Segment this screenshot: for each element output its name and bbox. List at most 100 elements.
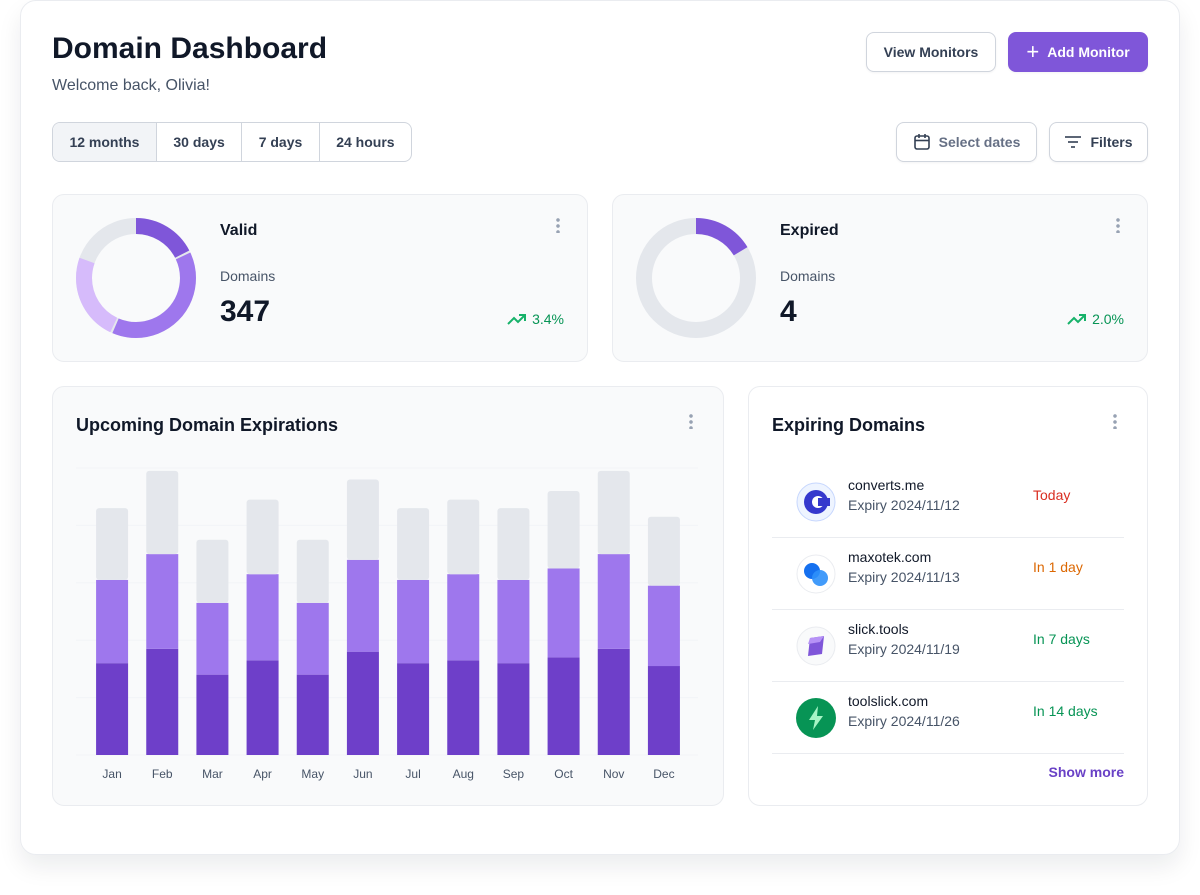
domain-logo	[796, 554, 836, 594]
donut	[76, 218, 196, 338]
bar-segment	[597, 470, 630, 555]
stat-card: Expired Domains 4 2.0%	[612, 194, 1148, 362]
bar-segment	[246, 499, 279, 575]
page-title: Domain Dashboard	[52, 32, 328, 65]
donut-segment	[76, 218, 196, 338]
bar-segment	[447, 574, 480, 661]
stat-change-value: 2.0%	[1092, 311, 1124, 327]
panel	[20, 0, 1180, 855]
domain-expiry: Expiry 2024/11/13	[848, 569, 960, 585]
bar-segment	[246, 660, 279, 755]
time-tab[interactable]: 30 days	[157, 123, 243, 161]
bar-segment	[397, 663, 430, 755]
bar-segment	[296, 602, 329, 675]
donut-segment	[76, 218, 196, 338]
bar-segment	[547, 490, 580, 569]
x-tick-label: Jun	[353, 767, 372, 781]
domain-name: toolslick.com	[848, 693, 929, 709]
time-tab[interactable]: 7 days	[242, 123, 320, 161]
stat-change: 2.0%	[1067, 311, 1124, 327]
plus-icon: +	[1026, 39, 1040, 64]
filter-icon	[1065, 136, 1082, 148]
expiring-card: Expiring Domains converts.me Expiry 2024/…	[748, 386, 1148, 806]
x-tick-label: Nov	[603, 767, 624, 781]
bar-segment	[497, 579, 530, 664]
x-tick-label: Apr	[253, 767, 272, 781]
bar-segment	[497, 663, 530, 755]
subtitle: Welcome back, Olivia!	[52, 77, 210, 94]
domain-expiry: Expiry 2024/11/12	[848, 497, 960, 513]
trend-icon	[1067, 314, 1087, 325]
bar-segment	[196, 674, 229, 755]
bar-segment	[246, 574, 279, 661]
select-dates-button[interactable]: Select dates	[896, 122, 1037, 162]
filters-button[interactable]: Filters	[1049, 122, 1148, 162]
bar-segment	[346, 559, 379, 652]
bar-segment	[146, 554, 179, 649]
bar-segment	[597, 648, 630, 755]
domain-expiry: Expiry 2024/11/19	[848, 641, 960, 657]
domain-status: In 14 days	[1033, 703, 1098, 719]
x-tick-label: Aug	[453, 767, 474, 781]
x-tick-label: Sep	[503, 767, 525, 781]
bar-segment	[447, 499, 480, 575]
button-label: Filters	[1090, 134, 1133, 150]
view-monitors-button[interactable]: View Monitors	[866, 32, 996, 72]
time-tab[interactable]: 24 hours	[336, 134, 395, 150]
menu-button[interactable]	[689, 413, 693, 429]
x-tick-label: Jan	[102, 767, 121, 781]
domain-name: converts.me	[848, 477, 925, 493]
domain-logo	[796, 482, 836, 522]
bar-segment	[647, 585, 680, 667]
bar-segment	[497, 508, 530, 580]
bar-segment	[597, 554, 630, 649]
bar-segment	[296, 674, 329, 755]
stat-value: 347	[220, 295, 271, 328]
time-tab[interactable]: 12 months	[53, 123, 157, 161]
trend-icon	[507, 314, 527, 325]
stat-card: Valid Domains 347 3.4%	[52, 194, 588, 362]
bar-segment	[647, 666, 680, 755]
button-label: Select dates	[938, 134, 1021, 150]
donut	[636, 218, 756, 338]
menu-button[interactable]	[556, 217, 560, 233]
x-tick-label: Mar	[202, 767, 223, 781]
menu-button[interactable]	[1116, 217, 1120, 233]
button-label: Add Monitor	[1047, 44, 1130, 60]
x-tick-label: Oct	[554, 767, 573, 781]
bar-segment	[397, 579, 430, 664]
x-tick-label: Jul	[405, 767, 420, 781]
bar-segment	[346, 651, 379, 755]
bar-segment	[547, 568, 580, 658]
add-monitor-button[interactable]: + Add Monitor	[1008, 32, 1148, 72]
domain-row: converts.me Expiry 2024/11/12 Today	[772, 466, 1124, 538]
menu-button[interactable]	[1113, 413, 1117, 429]
bar-segment	[146, 648, 179, 755]
donut-segment	[76, 218, 196, 338]
x-tick-label: Feb	[152, 767, 173, 781]
domain-name: slick.tools	[848, 621, 909, 637]
domain-row: slick.tools Expiry 2024/11/19 In 7 days	[772, 610, 1124, 682]
bar-segment	[146, 470, 179, 555]
stat-sublabel: Domains	[780, 268, 836, 284]
stat-change-value: 3.4%	[532, 311, 564, 327]
bar-segment	[647, 516, 680, 586]
list-title: Expiring Domains	[772, 415, 926, 435]
bar-segment	[196, 602, 229, 675]
domain-name: maxotek.com	[848, 549, 932, 565]
domain-expiry: Expiry 2024/11/26	[848, 713, 960, 729]
domain-row: toolslick.com Expiry 2024/11/26 In 14 days	[772, 682, 1124, 754]
stat-value: 4	[780, 295, 797, 328]
chart: Jan Feb Mar Apr May Jun Jul Aug Sep Oct Nov Dec	[76, 467, 698, 781]
stat-label: Expired	[780, 222, 839, 239]
chart-title: Upcoming Domain Expirations	[76, 415, 339, 435]
time-tabs: 12 months 30 days 7 days 24 hours	[52, 122, 412, 162]
stat-label: Valid	[220, 222, 258, 239]
bar-segment	[547, 657, 580, 755]
show-more-link[interactable]: Show more	[1048, 764, 1124, 780]
bar-segment	[96, 663, 129, 755]
bar-segment	[397, 508, 430, 580]
bar-segment	[447, 660, 480, 755]
domain-row: maxotek.com Expiry 2024/11/13 In 1 day	[772, 538, 1124, 610]
